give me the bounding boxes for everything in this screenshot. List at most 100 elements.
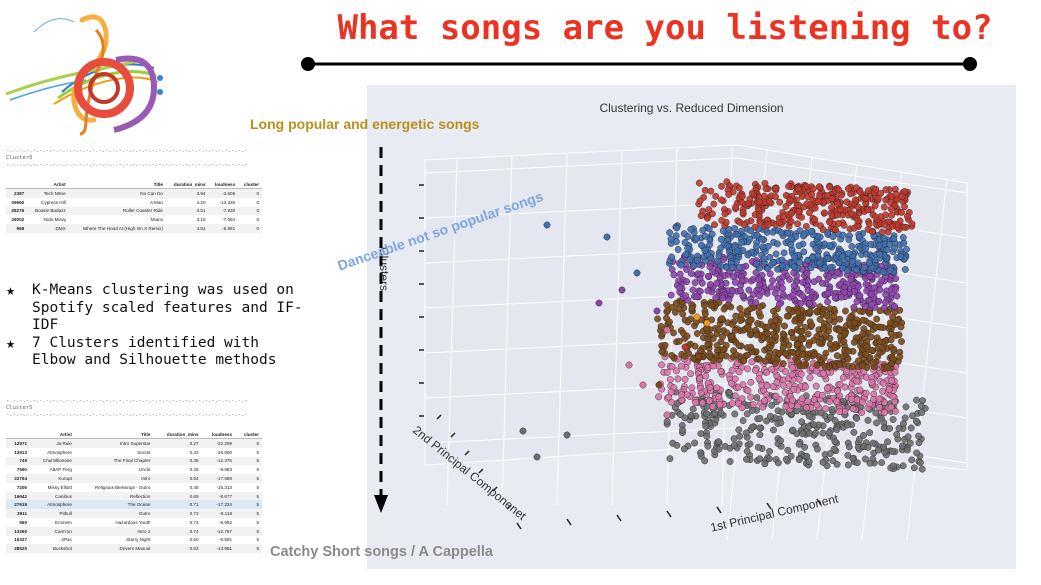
scatter-point [731, 278, 739, 286]
scatter-point [850, 338, 858, 346]
scatter-point [863, 343, 871, 351]
scatter-point [760, 334, 767, 342]
scatter-point [697, 241, 705, 249]
table-label: Cluster0 [6, 155, 33, 161]
scatter-point [831, 294, 839, 302]
scatter-point [909, 412, 916, 420]
scatter-point [876, 241, 883, 249]
scatter-point [899, 462, 907, 470]
scatter-point [816, 259, 824, 267]
cluster0-table: Artist Title duration_mins loudness cluster … [6, 181, 262, 233]
scatter-point [888, 377, 896, 385]
scatter-point [826, 305, 834, 313]
scatter-point [887, 403, 895, 411]
scatter-point [850, 287, 858, 295]
table-cell: Intro [74, 474, 154, 483]
scatter-point [897, 252, 905, 260]
scatter-point [744, 365, 751, 373]
dashed-down-arrow [374, 147, 388, 513]
table-cell: 0 [238, 188, 262, 198]
scatter-point [844, 185, 852, 193]
scatter-point [899, 234, 907, 241]
scatter-point [732, 312, 740, 320]
scatter-point [833, 397, 841, 405]
cluster-3d-scatter: Clustering vs. Reduced Dimension 1st Pri… [367, 85, 1016, 569]
scatter-point [876, 286, 884, 294]
scatter-point [753, 331, 761, 339]
scatter-point [688, 305, 696, 313]
scatter-point [798, 213, 805, 221]
scatter-point [798, 345, 806, 353]
scatter-point [684, 233, 692, 240]
scatter-point [769, 258, 777, 266]
scatter-point [868, 228, 876, 236]
scatter-point [823, 384, 831, 392]
tick-mark [436, 414, 442, 420]
scatter-point [816, 339, 823, 347]
scatter-point [887, 319, 894, 327]
scatter-point [878, 459, 886, 466]
scatter-point [811, 350, 819, 358]
table-cell: Reflection [74, 491, 154, 501]
scatter-point [699, 226, 707, 234]
scatter-point [802, 383, 809, 391]
scatter-point [825, 429, 833, 436]
scatter-point [666, 376, 674, 383]
table-cell: Pitbull [30, 509, 75, 519]
table-cell: 5 [256, 467, 259, 473]
scatter-point [780, 249, 788, 257]
scatter-point [736, 264, 743, 272]
scatter-point [806, 429, 813, 437]
scatter-point [728, 287, 736, 295]
scatter-point [701, 186, 709, 194]
scatter-point [777, 437, 784, 444]
scatter-point [913, 396, 920, 404]
tick-mark [566, 518, 572, 526]
scatter-point [723, 242, 731, 250]
scatter-point [743, 447, 751, 455]
scatter-point [840, 288, 848, 296]
scatter-point [767, 283, 775, 291]
scatter-point [721, 210, 729, 218]
scatter-point [772, 193, 779, 201]
scatter-point [790, 282, 798, 290]
table-cell: Canibus [30, 491, 75, 501]
scatter-point [881, 409, 888, 416]
scatter-point [705, 206, 713, 214]
scatter-point [673, 367, 680, 375]
cluster5-table-panel: -.-.-.-.-.-.-.-.-.-.-.-.-.-.-.-.-.-.-.-.… [6, 398, 262, 554]
scatter-point [826, 183, 833, 191]
scatter-point [663, 326, 671, 334]
table-cell: Miami [150, 217, 163, 223]
table-cell: -12.375 [201, 456, 235, 466]
scatter-point [744, 251, 752, 259]
table-cell: Kurupt [30, 474, 75, 483]
scatter-point [764, 265, 771, 272]
scatter-point [844, 461, 852, 469]
scatter-point [882, 186, 890, 194]
scatter-point [693, 293, 701, 301]
table-header-cell: Artist [30, 431, 75, 439]
tick-mark [464, 450, 470, 456]
scatter-point [887, 336, 895, 344]
scatter-point [836, 380, 844, 388]
scatter-point [703, 319, 711, 327]
scatter-point [697, 347, 704, 354]
scatter-point [708, 230, 716, 238]
tick-mark [666, 510, 672, 518]
scatter-point [751, 223, 759, 231]
scatter-point [819, 391, 826, 399]
scatter-point [859, 398, 866, 406]
table-cell: DMX [27, 224, 69, 233]
scatter-point [799, 430, 806, 438]
table-row: 15327 2Pac Starry Night 0.50 -8.591 5 [6, 536, 262, 545]
annotation-top: Long popular and energetic songs [250, 116, 480, 132]
scatter-point [799, 350, 807, 358]
table-cell: 28520 [6, 544, 30, 554]
scatter-point [802, 182, 810, 190]
scatter-point [888, 211, 896, 219]
scatter-point [795, 440, 803, 448]
scatter-point [756, 414, 764, 422]
table-cell: 3.18 [196, 217, 206, 223]
scatter-point [663, 411, 671, 419]
